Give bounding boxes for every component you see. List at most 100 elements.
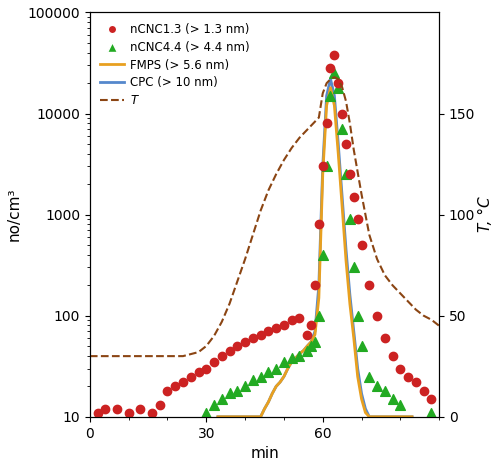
nCNC4.4 (> 4.4 nm) — [241, 383, 249, 390]
nCNC4.4 (> 4.4 nm) — [288, 354, 296, 362]
nCNC1.3 (> 1.3 nm) — [346, 171, 354, 178]
nCNC1.3 (> 1.3 nm) — [350, 193, 358, 201]
nCNC4.4 (> 4.4 nm) — [307, 343, 315, 350]
FMPS (> 5.6 nm) — [358, 396, 364, 402]
X-axis label: min: min — [250, 446, 279, 461]
nCNC4.4 (> 4.4 nm) — [202, 409, 210, 417]
nCNC1.3 (> 1.3 nm) — [303, 331, 311, 338]
FMPS (> 5.6 nm) — [273, 384, 279, 389]
T — [273, 171, 279, 177]
nCNC1.3 (> 1.3 nm) — [202, 365, 210, 372]
CPC (> 10 nm) — [358, 391, 364, 396]
nCNC1.3 (> 1.3 nm) — [102, 405, 110, 412]
nCNC1.3 (> 1.3 nm) — [264, 328, 272, 335]
Line: T: T — [90, 77, 439, 356]
nCNC1.3 (> 1.3 nm) — [234, 343, 241, 350]
nCNC4.4 (> 4.4 nm) — [249, 376, 257, 384]
nCNC1.3 (> 1.3 nm) — [218, 352, 226, 360]
nCNC1.3 (> 1.3 nm) — [156, 402, 164, 409]
nCNC4.4 (> 4.4 nm) — [303, 347, 311, 354]
nCNC1.3 (> 1.3 nm) — [307, 322, 315, 329]
nCNC4.4 (> 4.4 nm) — [234, 387, 241, 395]
nCNC1.3 (> 1.3 nm) — [94, 409, 102, 417]
nCNC1.3 (> 1.3 nm) — [194, 368, 202, 375]
nCNC4.4 (> 4.4 nm) — [338, 125, 346, 133]
nCNC1.3 (> 1.3 nm) — [187, 373, 195, 380]
T — [436, 323, 442, 329]
CPC (> 10 nm) — [215, 414, 221, 420]
nCNC1.3 (> 1.3 nm) — [396, 365, 404, 372]
FMPS (> 5.6 nm) — [347, 301, 353, 307]
nCNC1.3 (> 1.3 nm) — [334, 80, 342, 87]
nCNC1.3 (> 1.3 nm) — [226, 347, 234, 354]
nCNC1.3 (> 1.3 nm) — [388, 352, 396, 360]
FMPS (> 5.6 nm) — [258, 414, 264, 420]
nCNC4.4 (> 4.4 nm) — [218, 395, 226, 403]
T — [316, 115, 322, 120]
nCNC1.3 (> 1.3 nm) — [311, 282, 319, 289]
nCNC1.3 (> 1.3 nm) — [381, 334, 389, 342]
FMPS (> 5.6 nm) — [405, 414, 411, 420]
CPC (> 10 nm) — [258, 414, 264, 420]
nCNC1.3 (> 1.3 nm) — [256, 331, 264, 338]
T — [87, 353, 93, 359]
nCNC4.4 (> 4.4 nm) — [334, 84, 342, 91]
nCNC4.4 (> 4.4 nm) — [342, 171, 350, 178]
nCNC4.4 (> 4.4 nm) — [264, 368, 272, 375]
nCNC4.4 (> 4.4 nm) — [388, 395, 396, 403]
nCNC1.3 (> 1.3 nm) — [366, 282, 374, 289]
nCNC1.3 (> 1.3 nm) — [171, 383, 179, 390]
FMPS (> 5.6 nm) — [215, 414, 221, 420]
nCNC4.4 (> 4.4 nm) — [272, 365, 280, 372]
nCNC1.3 (> 1.3 nm) — [342, 140, 350, 148]
nCNC1.3 (> 1.3 nm) — [249, 334, 257, 342]
nCNC4.4 (> 4.4 nm) — [311, 338, 319, 346]
Y-axis label: T, °C: T, °C — [478, 197, 493, 233]
nCNC1.3 (> 1.3 nm) — [315, 221, 323, 228]
nCNC4.4 (> 4.4 nm) — [396, 402, 404, 409]
FMPS (> 5.6 nm) — [277, 380, 283, 385]
nCNC4.4 (> 4.4 nm) — [256, 373, 264, 380]
nCNC4.4 (> 4.4 nm) — [381, 387, 389, 395]
Y-axis label: no/cm³: no/cm³ — [7, 188, 22, 241]
T — [413, 307, 419, 313]
nCNC1.3 (> 1.3 nm) — [280, 322, 288, 329]
FMPS (> 5.6 nm) — [328, 85, 334, 90]
nCNC1.3 (> 1.3 nm) — [338, 110, 346, 117]
nCNC1.3 (> 1.3 nm) — [428, 395, 436, 403]
nCNC1.3 (> 1.3 nm) — [326, 65, 334, 72]
Line: FMPS (> 5.6 nm): FMPS (> 5.6 nm) — [218, 88, 412, 417]
nCNC4.4 (> 4.4 nm) — [296, 352, 304, 360]
nCNC4.4 (> 4.4 nm) — [350, 264, 358, 271]
nCNC1.3 (> 1.3 nm) — [124, 409, 132, 417]
nCNC1.3 (> 1.3 nm) — [318, 163, 326, 170]
nCNC1.3 (> 1.3 nm) — [358, 241, 366, 249]
T — [332, 74, 338, 80]
nCNC1.3 (> 1.3 nm) — [322, 120, 330, 127]
nCNC4.4 (> 4.4 nm) — [330, 70, 338, 77]
nCNC4.4 (> 4.4 nm) — [318, 251, 326, 259]
nCNC1.3 (> 1.3 nm) — [296, 314, 304, 322]
nCNC4.4 (> 4.4 nm) — [210, 402, 218, 409]
CPC (> 10 nm) — [409, 414, 415, 420]
nCNC1.3 (> 1.3 nm) — [210, 358, 218, 366]
nCNC4.4 (> 4.4 nm) — [346, 215, 354, 223]
CPC (> 10 nm) — [347, 292, 353, 298]
Legend: nCNC1.3 (> 1.3 nm), nCNC4.4 (> 4.4 nm), FMPS (> 5.6 nm), CPC (> 10 nm), $T$: nCNC1.3 (> 1.3 nm), nCNC4.4 (> 4.4 nm), … — [96, 18, 254, 112]
nCNC4.4 (> 4.4 nm) — [366, 373, 374, 380]
T — [324, 80, 330, 86]
nCNC4.4 (> 4.4 nm) — [226, 390, 234, 397]
nCNC1.3 (> 1.3 nm) — [354, 215, 362, 223]
Line: CPC (> 10 nm): CPC (> 10 nm) — [218, 79, 412, 417]
CPC (> 10 nm) — [273, 384, 279, 389]
nCNC1.3 (> 1.3 nm) — [420, 387, 428, 395]
nCNC1.3 (> 1.3 nm) — [179, 379, 187, 386]
nCNC4.4 (> 4.4 nm) — [322, 163, 330, 170]
FMPS (> 5.6 nm) — [409, 414, 415, 420]
nCNC1.3 (> 1.3 nm) — [373, 312, 381, 320]
nCNC4.4 (> 4.4 nm) — [315, 312, 323, 320]
nCNC1.3 (> 1.3 nm) — [148, 409, 156, 417]
nCNC4.4 (> 4.4 nm) — [326, 92, 334, 100]
nCNC1.3 (> 1.3 nm) — [272, 325, 280, 332]
CPC (> 10 nm) — [277, 380, 283, 385]
